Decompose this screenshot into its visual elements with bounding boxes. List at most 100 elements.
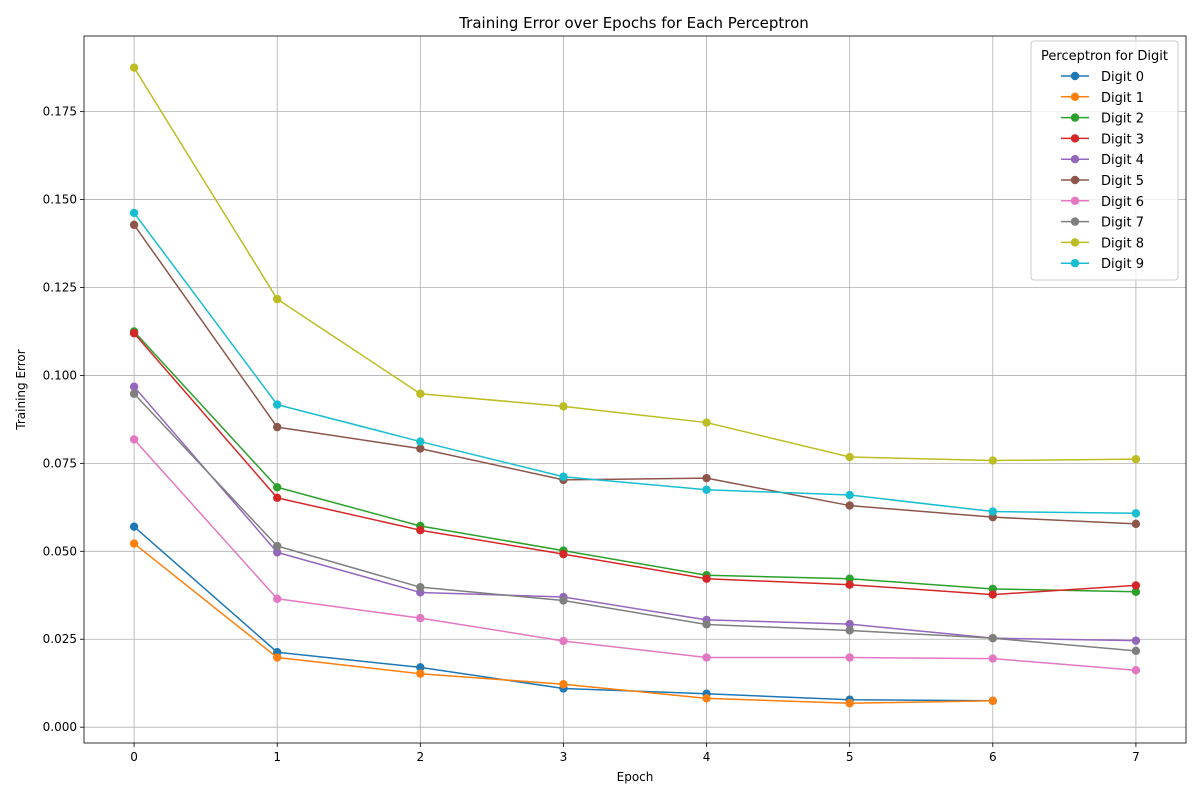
y-axis-ticks: 0.000 0.025 0.050 0.075 0.100 0.125 0.150 0.175 — [43, 105, 84, 734]
data-point-digit-6 — [416, 613, 425, 623]
data-point-digit-1 — [988, 696, 997, 705]
legend-label: Digit 1 — [1101, 91, 1144, 106]
data-point-digit-5 — [1131, 519, 1141, 529]
data-point-digit-8 — [702, 418, 711, 427]
series-digit-7 — [129, 389, 1141, 656]
legend-entry-digit-4: Digit 4 — [1061, 153, 1144, 168]
data-point-digit-5 — [702, 473, 711, 483]
data-point-digit-2 — [845, 574, 854, 583]
legend-swatch-marker — [1070, 92, 1080, 102]
data-point-digit-1 — [559, 680, 568, 689]
data-point-digit-3 — [559, 549, 568, 559]
data-point-digit-9 — [559, 472, 568, 481]
series-line-digit-3 — [133, 332, 1136, 596]
data-point-digit-0 — [129, 522, 139, 531]
data-point-digit-7 — [416, 582, 425, 592]
x-tick-label: 7 — [1132, 750, 1140, 764]
data-point-digit-8 — [559, 402, 568, 411]
chart-title: Training Error over Epochs for Each Perc… — [458, 14, 809, 32]
data-point-digit-1 — [702, 694, 711, 703]
x-axis-title: Epoch — [617, 770, 654, 784]
series-line-digit-8 — [133, 67, 1136, 462]
legend-swatch-marker — [1070, 113, 1080, 122]
data-point-digit-3 — [273, 493, 282, 503]
data-point-digit-6 — [988, 654, 997, 663]
data-point-digit-4 — [273, 548, 282, 557]
data-point-digit-6 — [559, 636, 568, 646]
data-point-digit-3 — [845, 580, 854, 589]
series-digit-4 — [129, 382, 1141, 645]
series-digit-3 — [129, 329, 1141, 599]
legend-label: Digit 4 — [1101, 153, 1144, 168]
data-point-digit-5 — [129, 220, 139, 230]
legend-entry-digit-3: Digit 3 — [1061, 132, 1144, 147]
data-point-digit-1 — [129, 539, 139, 548]
legend-swatch-marker — [1070, 175, 1080, 185]
x-tick-label: 4 — [703, 750, 711, 764]
data-point-digit-4 — [129, 382, 139, 391]
legend-entry-digit-7: Digit 7 — [1061, 216, 1144, 231]
legend-entry-digit-2: Digit 2 — [1061, 112, 1144, 127]
legend-label: Digit 7 — [1101, 216, 1144, 231]
data-point-digit-2 — [1131, 587, 1141, 596]
legend-entry-digit-1: Digit 1 — [1061, 91, 1144, 106]
legend-entry-digit-0: Digit 0 — [1061, 70, 1144, 85]
data-point-digit-9 — [129, 208, 139, 218]
x-tick-label: 5 — [846, 750, 854, 764]
data-point-digit-7 — [845, 626, 854, 635]
y-tick-label: 0.000 — [43, 720, 77, 734]
legend-entry-digit-6: Digit 6 — [1061, 195, 1144, 210]
data-point-digit-1 — [416, 669, 425, 678]
data-point-digit-8 — [845, 452, 854, 462]
series-layer — [129, 63, 1141, 708]
legend-label: Digit 9 — [1101, 257, 1144, 272]
data-point-digit-6 — [273, 594, 282, 603]
data-point-digit-7 — [273, 541, 282, 551]
data-point-digit-3 — [702, 574, 711, 583]
data-point-digit-8 — [129, 63, 139, 72]
y-tick-label: 0.100 — [43, 368, 77, 382]
data-point-digit-4 — [1131, 636, 1141, 645]
data-point-digit-8 — [988, 456, 997, 465]
data-point-digit-7 — [702, 620, 711, 629]
y-tick-label: 0.025 — [43, 632, 77, 646]
data-point-digit-1 — [845, 699, 854, 708]
legend-entries: Digit 0 Digit 1 Digit 2 Digit 3 Digit 4 Digit… — [1061, 70, 1144, 272]
y-tick-label: 0.125 — [43, 280, 77, 294]
legend-swatch-marker — [1070, 155, 1080, 164]
legend-swatch-marker — [1070, 238, 1080, 247]
series-digit-9 — [129, 208, 1141, 518]
plot-frame — [83, 35, 1187, 744]
series-digit-6 — [129, 435, 1141, 675]
series-digit-5 — [129, 220, 1141, 529]
gridlines — [84, 36, 1186, 743]
legend-label: Digit 8 — [1101, 236, 1144, 251]
data-point-digit-3 — [1131, 581, 1141, 590]
data-point-digit-9 — [702, 485, 711, 494]
y-axis-title: Training Error — [14, 349, 28, 430]
data-point-digit-8 — [1131, 454, 1141, 464]
data-point-digit-9 — [416, 437, 425, 446]
x-axis-ticks: 0 1 2 3 4 5 6 7 — [130, 743, 1140, 764]
data-point-digit-5 — [845, 501, 854, 510]
x-tick-label: 6 — [989, 750, 997, 764]
data-point-digit-6 — [1131, 665, 1141, 675]
legend-swatch-marker — [1070, 196, 1080, 205]
data-point-digit-7 — [129, 389, 139, 398]
legend-swatch-marker — [1070, 259, 1080, 268]
series-line-digit-7 — [133, 393, 1136, 652]
legend-box — [1030, 40, 1179, 281]
data-point-digit-0 — [416, 663, 425, 672]
data-point-digit-2 — [273, 483, 282, 492]
data-point-digit-9 — [988, 507, 997, 516]
series-digit-1 — [129, 539, 997, 708]
legend-label: Digit 2 — [1101, 112, 1144, 127]
series-line-digit-4 — [133, 386, 1136, 642]
legend-label: Digit 5 — [1101, 174, 1144, 189]
legend-swatch-marker — [1070, 217, 1080, 226]
data-point-digit-8 — [273, 294, 282, 304]
series-line-digit-2 — [133, 330, 1136, 593]
data-point-digit-3 — [129, 329, 139, 338]
data-point-digit-6 — [129, 435, 139, 444]
